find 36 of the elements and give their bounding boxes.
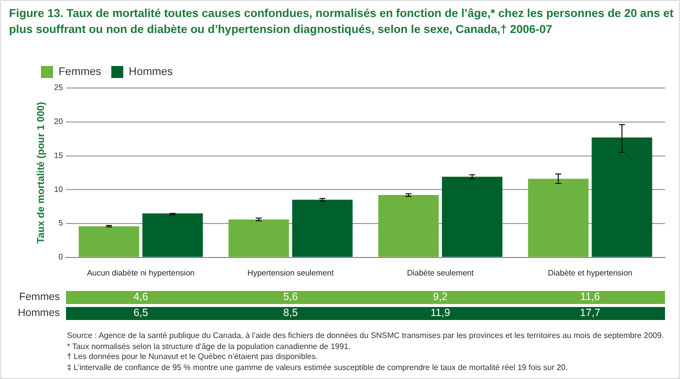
bar — [78, 226, 140, 257]
y-tick-label: 25 — [54, 83, 64, 92]
data-label: 11,6 — [579, 291, 601, 304]
y-axis-title: Taux de mortalité (pour 1 000) — [36, 102, 47, 244]
legend-label: Hommes — [128, 66, 174, 78]
text: * Taux normalisés selon la structure d’âge de la population canadienne de 1991. — [67, 342, 352, 352]
data-label: 9,2 — [432, 291, 449, 304]
y-tick-label: 0 — [58, 252, 64, 262]
x-tick-label: Diabète seulement — [406, 268, 474, 278]
chart-title: Figure 13. Taux de mortalité toutes causes confondues, normalisés en fonction de l’âge,* chez les personnes de 20 ans et plus souffrant ou non de diabète ou d’hypertension diagnostiqués, selon le sexe, Canada,† 2006-07 — [9, 7, 674, 38]
y-tick-label: 20 — [54, 117, 64, 126]
bar — [528, 178, 589, 257]
data-label: 17,7 — [578, 307, 602, 320]
bar — [592, 137, 652, 257]
bar — [228, 219, 289, 257]
bar — [292, 200, 353, 257]
y-tick-label: 15 — [54, 150, 64, 160]
text: Hommes — [18, 307, 60, 319]
data-label: 8,5 — [282, 307, 299, 320]
source-note: Source : Agence de la santé publique du Canada, à l’aide des fichiers de données du SNSMC transmises par les provinces et les territoires au mois de septembre 2009. — [67, 331, 664, 342]
bar — [142, 213, 203, 257]
text: ‡ L’intervalle de confiance de 95 % montre une gamme de valeurs estimée susceptible de comprendre le taux de mortalité réel 19 fois sur 20. — [67, 362, 569, 373]
x-tick-label: Hypertension seulement — [247, 268, 334, 278]
bar — [378, 195, 439, 257]
text: Femmes — [19, 291, 60, 303]
data-label: 5,6 — [282, 291, 299, 304]
data-label: 6,5 — [132, 307, 150, 320]
y-tick-label: 5 — [58, 218, 64, 228]
text: † Les données pour le Nunavut et le Québec n’étaient pas disponibles. — [67, 352, 319, 362]
legend-label: Femmes — [58, 66, 102, 78]
bar — [442, 176, 502, 257]
x-tick-label: Diabète et hypertension — [548, 268, 632, 278]
y-tick-label: 10 — [54, 184, 64, 194]
data-label: 11,9 — [430, 307, 452, 320]
data-label: 4,6 — [132, 291, 150, 304]
x-tick-label: Aucun diabète ni hypertension — [86, 268, 195, 278]
